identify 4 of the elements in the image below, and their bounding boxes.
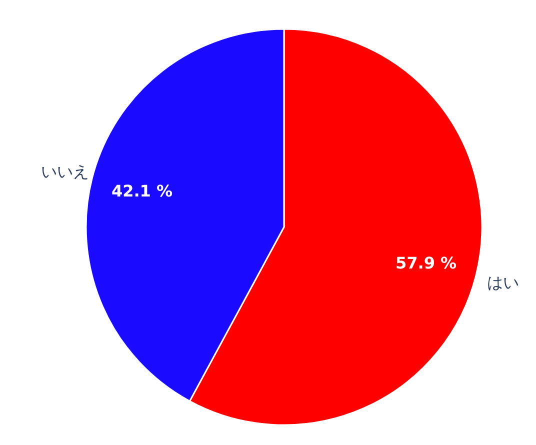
slice-label: はい — [486, 272, 519, 292]
data-label: 57.9 % — [395, 253, 457, 272]
slice-label: いいえ — [41, 162, 90, 182]
data-label: 42.1 % — [111, 182, 173, 201]
